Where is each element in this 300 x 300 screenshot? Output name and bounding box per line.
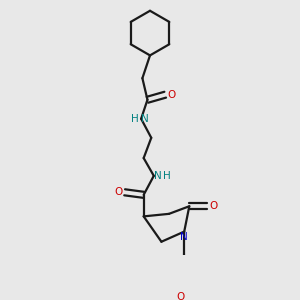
Text: H: H: [163, 171, 170, 181]
Text: N: N: [141, 114, 149, 124]
Text: N: N: [154, 171, 161, 181]
Text: H: H: [131, 114, 139, 124]
Text: N: N: [180, 232, 188, 242]
Text: O: O: [114, 187, 122, 197]
Text: O: O: [209, 201, 217, 211]
Text: O: O: [176, 292, 184, 300]
Text: O: O: [167, 90, 176, 100]
